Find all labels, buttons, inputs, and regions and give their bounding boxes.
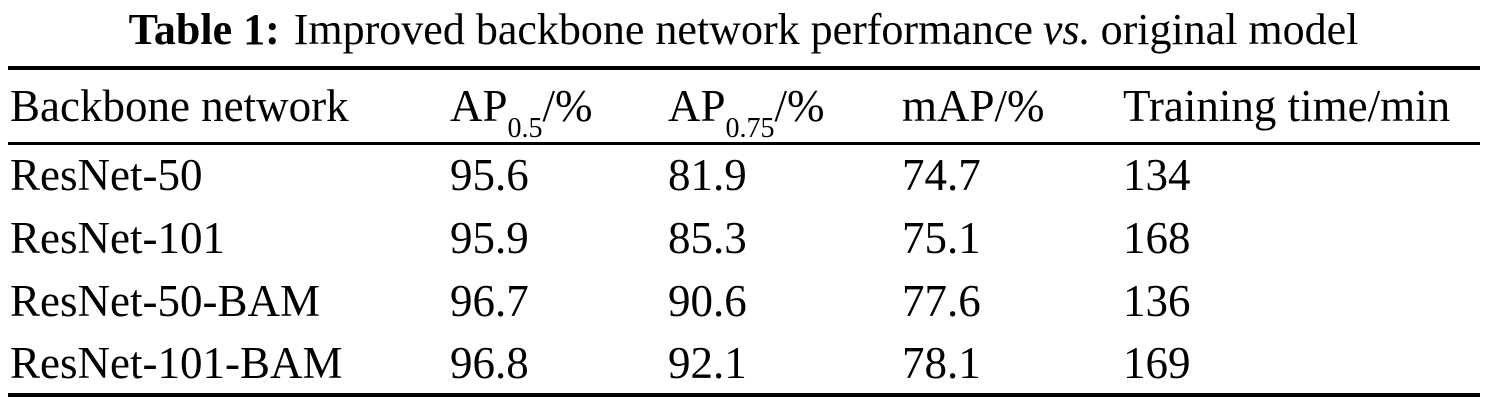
cell-training-time: 168 [1123, 212, 1191, 263]
header-text: AP [668, 80, 726, 131]
header-text: AP [450, 80, 508, 131]
column-header-map: mAP/% [902, 68, 1123, 145]
table-row: ResNet-50 95.6 81.9 74.7 134 [8, 143, 1480, 206]
header-unit: /% [774, 80, 825, 131]
cell-ap50: 96.8 [450, 337, 529, 388]
cell-backbone: ResNet-50 [10, 150, 203, 201]
header-subscript: 0.5 [507, 112, 543, 143]
column-header-backbone: Backbone network [8, 68, 450, 145]
table-caption-vs: vs. [1042, 5, 1091, 54]
cell-ap50: 95.9 [450, 212, 529, 263]
cell-backbone: ResNet-50-BAM [10, 275, 320, 326]
header-text: Training time/min [1123, 80, 1451, 131]
cell-map: 78.1 [902, 337, 981, 388]
cell-map: 75.1 [902, 212, 981, 263]
table-caption-suffix: original model [1100, 5, 1359, 54]
table-row: ResNet-101 95.9 85.3 75.1 168 [8, 206, 1480, 269]
column-header-ap75: AP0.75/% [668, 68, 902, 145]
cell-ap50: 95.6 [450, 150, 529, 201]
cell-training-time: 134 [1123, 150, 1191, 201]
header-subscript: 0.75 [725, 112, 775, 143]
cell-ap75: 92.1 [668, 337, 747, 388]
column-header-training-time: Training time/min [1123, 68, 1480, 145]
cell-backbone: ResNet-101 [10, 212, 225, 263]
column-header-ap50: AP0.5/% [450, 68, 668, 145]
cell-training-time: 169 [1123, 337, 1191, 388]
cell-training-time: 136 [1123, 275, 1191, 326]
cell-ap75: 81.9 [668, 150, 747, 201]
header-unit: /% [542, 80, 593, 131]
header-text: Backbone network [10, 80, 349, 131]
cell-ap50: 96.7 [450, 275, 529, 326]
table-row: ResNet-101-BAM 96.8 92.1 78.1 169 [8, 332, 1480, 395]
table-caption: Table 1: Improved backbone network perfor… [0, 0, 1487, 66]
table-row: ResNet-50-BAM 96.7 90.6 77.6 136 [8, 269, 1480, 332]
cell-map: 77.6 [902, 275, 981, 326]
cell-backbone: ResNet-101-BAM [10, 337, 343, 388]
cell-map: 74.7 [902, 150, 981, 201]
cell-ap75: 90.6 [668, 275, 747, 326]
results-table: Backbone network AP0.5/% AP0.75/% mAP/% … [8, 66, 1480, 397]
cell-ap75: 85.3 [668, 212, 747, 263]
table-caption-number: Table 1: [128, 5, 280, 54]
table-header-row: Backbone network AP0.5/% AP0.75/% mAP/% … [8, 68, 1480, 145]
header-text: mAP/% [902, 80, 1045, 131]
table-caption-text: Improved backbone network performance [293, 5, 1033, 54]
